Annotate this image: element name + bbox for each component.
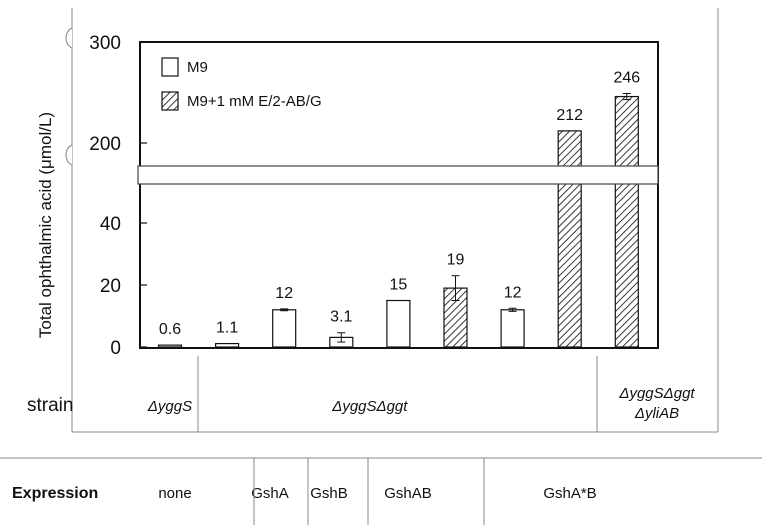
bar-value-label-3: 12	[275, 285, 293, 302]
bar-value-label-8: 212	[556, 107, 583, 124]
bar-5	[386, 299, 411, 348]
bar-8	[557, 130, 582, 348]
bar-value-label-9: 246	[613, 70, 640, 87]
strain-label-3: ΔyggSΔggt	[618, 385, 695, 402]
legend-swatch-hatched	[161, 91, 179, 111]
legend-label-2: M9+1 mM E/2-AB/G	[187, 93, 322, 110]
bar-value-label-7: 12	[504, 284, 522, 301]
y-tick-label-300: 300	[89, 33, 121, 54]
strain-label-2: ΔyggSΔggt	[331, 398, 408, 415]
strain-row-label: strain	[27, 395, 73, 416]
bar-value-label-6: 19	[447, 252, 465, 269]
y-tick-label-20: 20	[100, 276, 121, 297]
bar-7	[500, 309, 525, 348]
bar-3	[272, 309, 297, 348]
bar-value-label-4: 3.1	[330, 309, 352, 326]
expression-row-label: Expression	[12, 485, 98, 502]
y-tick-label-0: 0	[110, 338, 121, 359]
y-axis-title: Total ophthalmic acid (μmol/L)	[36, 112, 55, 338]
y-tick-label-40: 40	[100, 214, 121, 235]
plot-area	[139, 41, 659, 349]
axis-break-band	[137, 165, 659, 185]
bar-value-label-5: 15	[390, 277, 408, 294]
expression-label-1: none	[158, 485, 191, 502]
bar-9	[614, 95, 639, 348]
axis-break-brace-1	[65, 27, 73, 49]
legend: M9 M9+1 mM E/2-AB/G	[161, 57, 322, 111]
legend-label-1: M9	[187, 59, 208, 76]
expression-label-4: GshAB	[384, 485, 432, 502]
axis-break-brace-2	[65, 144, 73, 166]
expression-label-2: GshA	[251, 485, 289, 502]
bar-2	[215, 342, 240, 348]
bar-value-label-1: 0.6	[159, 321, 181, 338]
legend-swatch-open	[161, 57, 179, 77]
y-tick-label-200: 200	[89, 134, 121, 155]
bar-value-label-2: 1.1	[216, 320, 238, 337]
strain-label-3-line2: ΔyliAB	[634, 405, 679, 422]
bar-1	[157, 344, 183, 348]
expression-label-5: GshA*B	[543, 485, 596, 502]
expression-label-3: GshB	[310, 485, 348, 502]
strain-label-1: ΔyggS	[147, 398, 192, 415]
